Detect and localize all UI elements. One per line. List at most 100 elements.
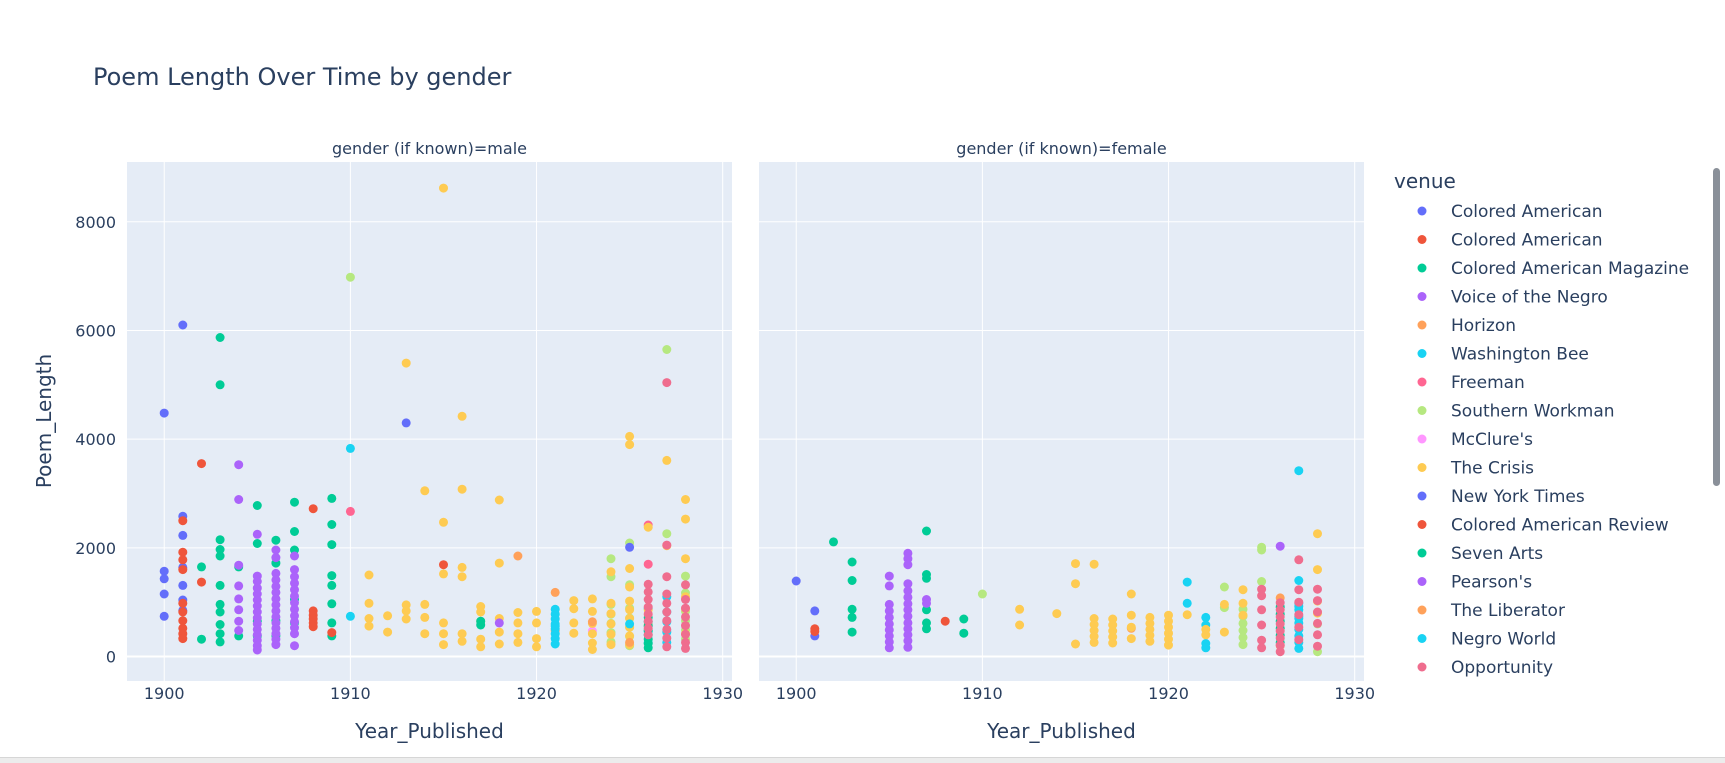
data-point[interactable] [1313,529,1322,539]
data-point[interactable] [1089,637,1099,647]
data-point[interactable] [903,611,913,621]
legend-item[interactable]: Opportunity [1417,658,1554,678]
data-point[interactable] [977,589,987,599]
legend-item[interactable]: The Crisis [1417,459,1535,479]
data-point[interactable] [234,560,244,570]
data-point[interactable] [401,358,411,368]
data-point[interactable] [494,495,504,505]
data-point[interactable] [197,634,206,644]
data-point[interactable] [681,629,690,639]
data-point[interactable] [587,617,597,627]
data-point[interactable] [159,611,169,621]
data-point[interactable] [476,620,486,630]
data-point[interactable] [532,642,541,652]
data-point[interactable] [364,598,374,608]
data-point[interactable] [513,551,523,561]
data-point[interactable] [662,616,672,626]
data-point[interactable] [1257,577,1267,586]
data-point[interactable] [625,431,635,441]
data-point[interactable] [308,622,318,632]
data-point[interactable] [959,628,969,638]
data-point[interactable] [457,484,467,494]
data-point[interactable] [625,596,635,606]
data-point[interactable] [420,612,430,622]
data-point[interactable] [643,587,653,597]
data-point[interactable] [903,592,913,602]
data-point[interactable] [252,539,262,548]
data-point[interactable] [1126,589,1136,599]
data-point[interactable] [290,578,299,588]
data-point[interactable] [625,637,635,647]
data-point[interactable] [1219,627,1229,637]
data-point[interactable] [587,594,597,604]
data-point[interactable] [290,604,299,614]
data-point[interactable] [884,571,894,581]
legend-item[interactable]: Southern Workman [1417,402,1615,422]
data-point[interactable] [178,598,188,608]
data-point[interactable] [625,542,635,552]
data-point[interactable] [1257,591,1267,601]
data-point[interactable] [439,183,448,193]
data-point[interactable] [234,616,244,626]
data-point[interactable] [662,529,672,539]
data-point[interactable] [457,562,467,572]
data-point[interactable] [290,585,299,595]
data-point[interactable] [1182,577,1192,587]
data-point[interactable] [606,567,616,577]
data-point[interactable] [1294,555,1304,565]
data-point[interactable] [550,587,560,597]
data-point[interactable] [327,571,337,581]
legend-item[interactable]: Colored American [1417,231,1603,251]
data-point[interactable] [1294,585,1304,595]
data-point[interactable] [681,643,690,653]
data-point[interactable] [1294,597,1304,607]
data-point[interactable] [476,642,486,652]
data-point[interactable] [606,629,616,639]
data-point[interactable] [234,605,244,615]
data-point[interactable] [494,627,504,637]
data-point[interactable] [401,606,411,616]
data-point[interactable] [252,577,262,586]
data-point[interactable] [159,589,169,599]
data-point[interactable] [383,611,393,621]
data-point[interactable] [1182,610,1192,620]
legend-item[interactable]: Seven Arts [1417,544,1544,564]
data-point[interactable] [159,574,169,584]
data-point[interactable] [1275,647,1285,657]
data-point[interactable] [494,558,504,568]
data-point[interactable] [271,568,281,578]
data-point[interactable] [1294,610,1304,620]
data-point[interactable] [625,564,635,573]
data-point[interactable] [1164,640,1173,650]
data-point[interactable] [884,581,894,591]
data-point[interactable] [1071,579,1080,589]
data-point[interactable] [1052,609,1062,619]
legend-items[interactable]: Colored American Colored American Colored … [1417,202,1690,678]
data-point[interactable] [513,618,523,628]
data-point[interactable] [290,598,299,608]
data-point[interactable] [178,565,188,575]
data-point[interactable] [1108,638,1118,648]
data-point[interactable] [215,551,225,561]
data-point[interactable] [606,554,616,564]
data-point[interactable] [439,560,448,570]
legend-item[interactable]: The Liberator [1417,601,1565,621]
data-point[interactable] [290,551,299,561]
data-point[interactable] [1219,599,1229,609]
data-point[interactable] [1257,620,1267,630]
data-point[interactable] [1275,640,1285,650]
data-point[interactable] [1313,641,1322,651]
data-point[interactable] [884,606,894,616]
data-point[interactable] [1201,630,1211,640]
data-point[interactable] [810,606,820,616]
data-point[interactable] [290,497,299,507]
data-point[interactable] [810,627,820,636]
data-point[interactable] [847,604,857,614]
data-point[interactable] [922,573,931,583]
data-point[interactable] [197,562,206,572]
data-point[interactable] [1201,643,1211,653]
data-point[interactable] [681,571,690,581]
data-point[interactable] [587,638,597,648]
data-point[interactable] [681,621,690,631]
